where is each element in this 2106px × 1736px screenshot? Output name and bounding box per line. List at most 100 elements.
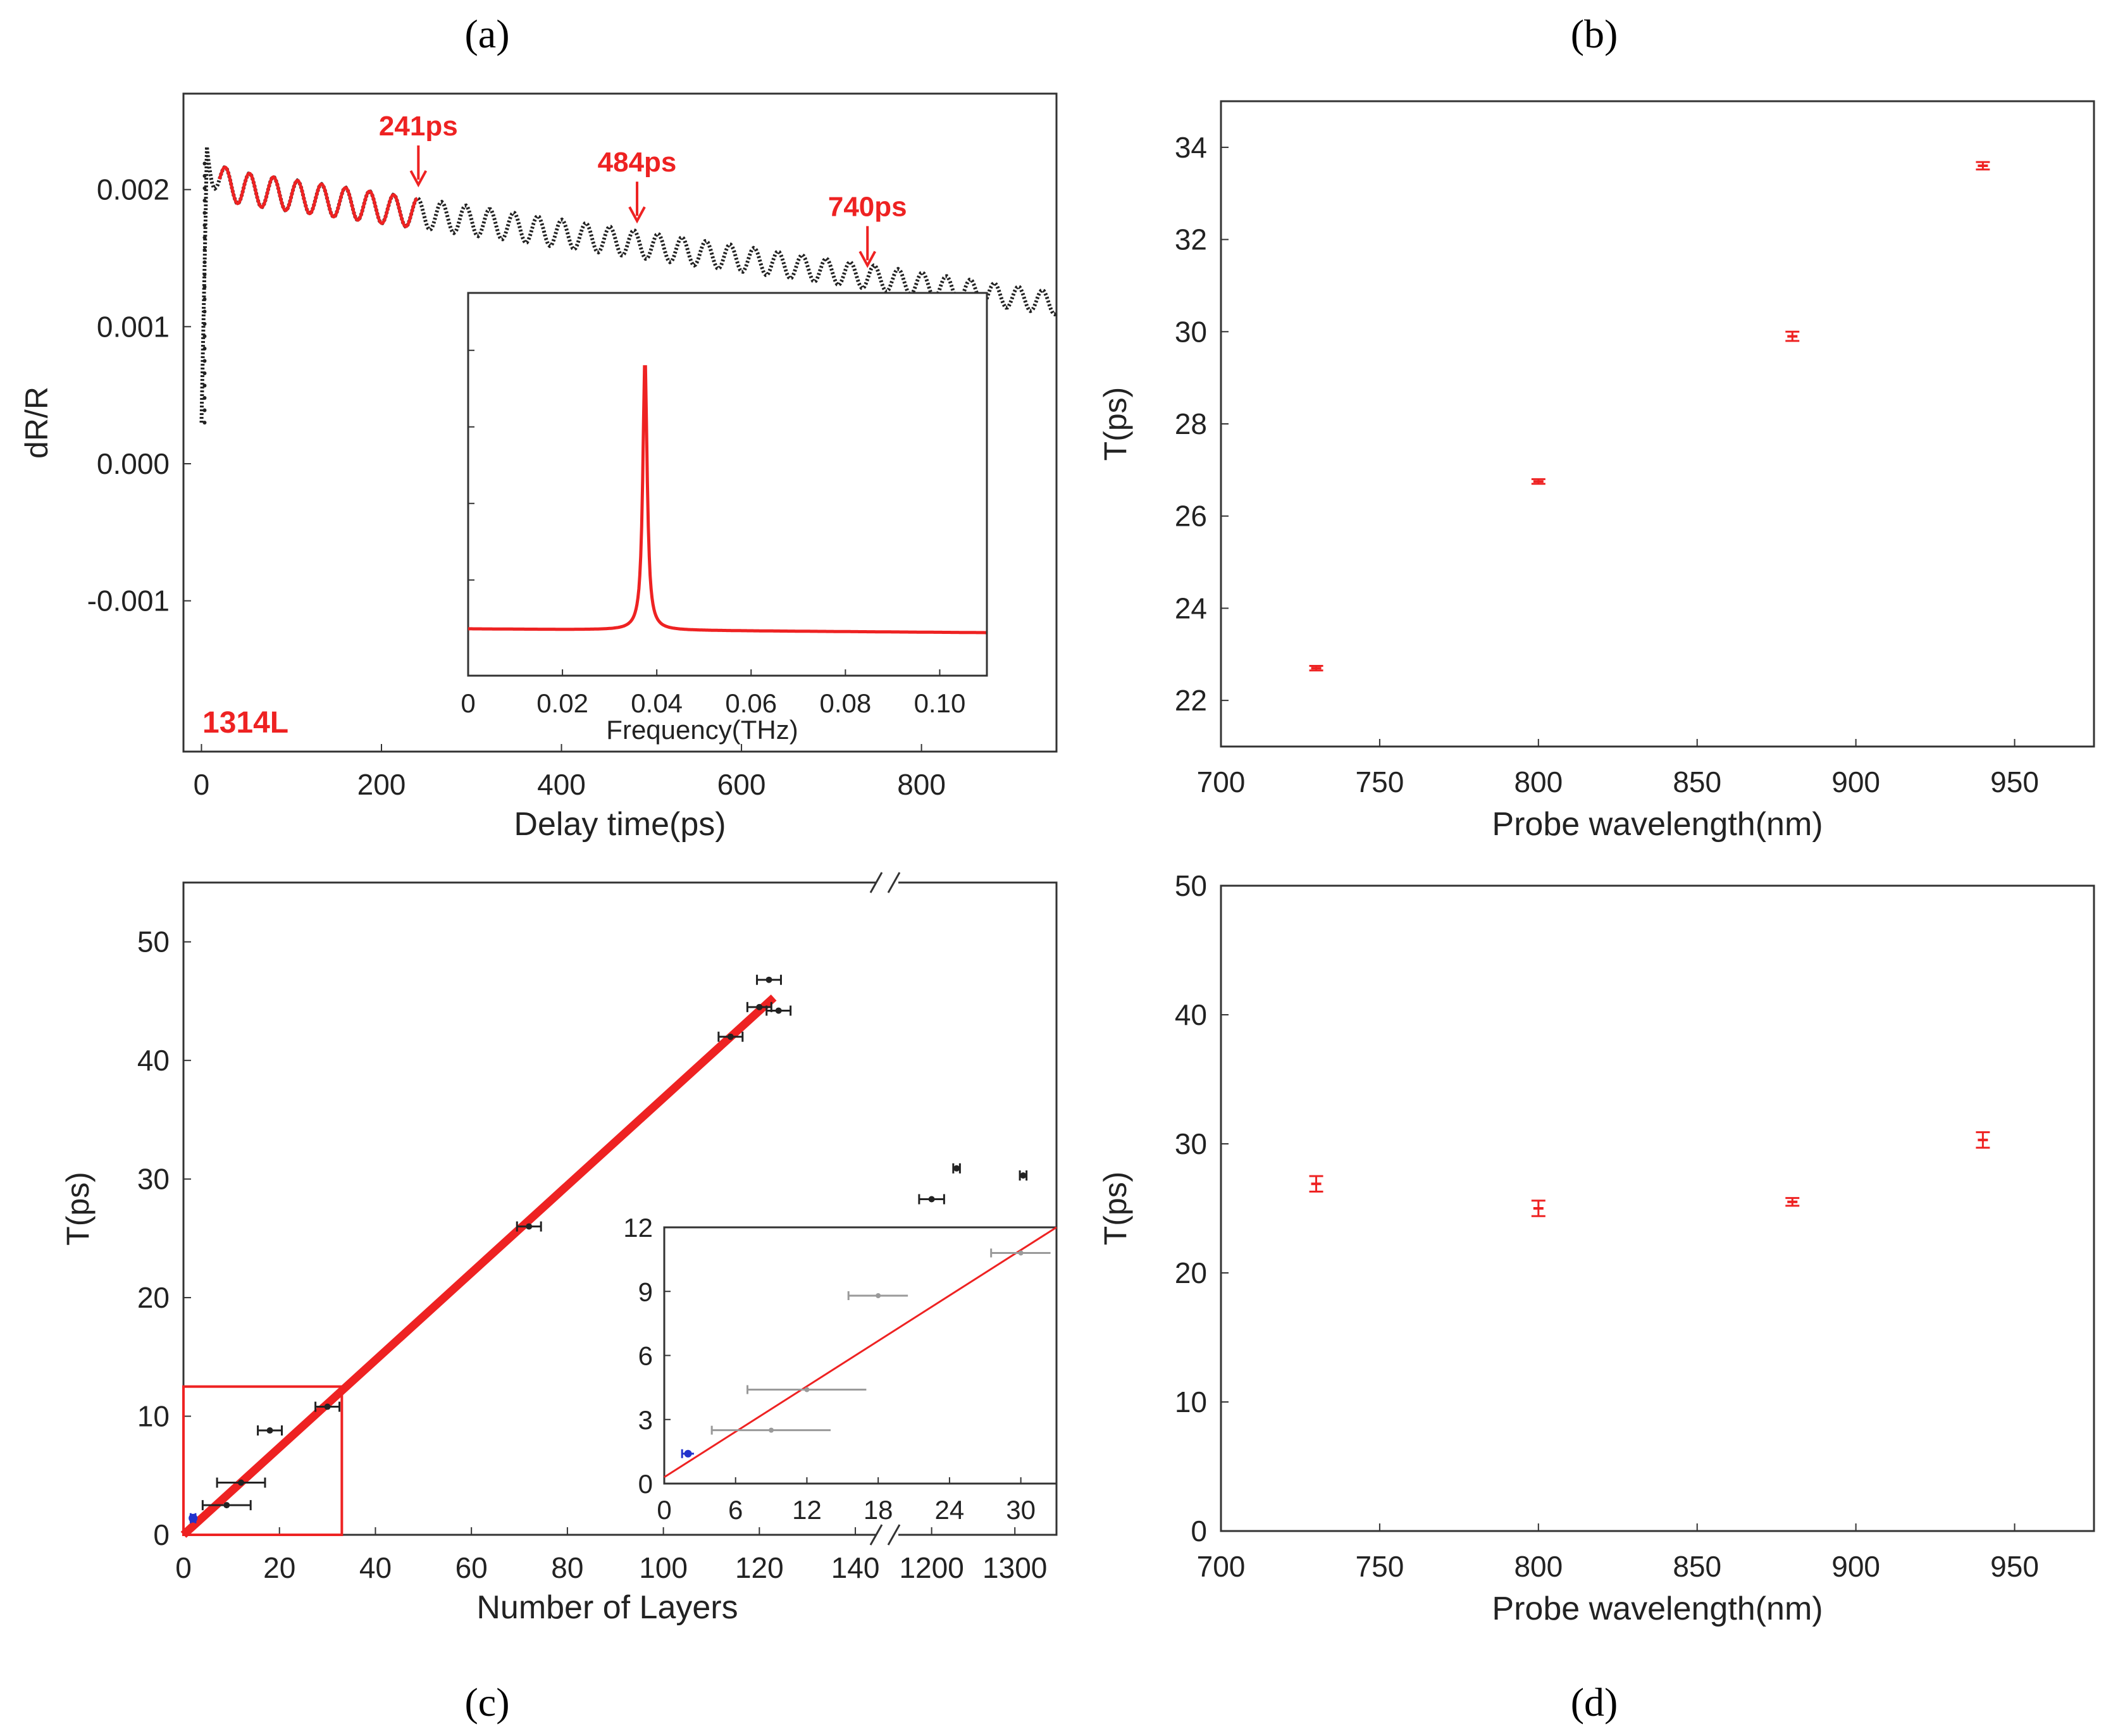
x-tick-label-c: 60: [455, 1551, 488, 1584]
chart-a: 0 200 400 600 800 0.002 0.001 0.000 -0.001 Delay …: [19, 92, 1058, 843]
y-tick-label-a: 0.001: [97, 310, 170, 343]
y-tick-label-c: 40: [137, 1044, 170, 1077]
sample-label: 1314L: [202, 706, 288, 740]
x-tick-label-c: 0: [175, 1551, 192, 1584]
inset-x-tick-label-c: 6: [728, 1495, 743, 1525]
inset-fit-line: [664, 1226, 1057, 1479]
panel-label-b: (b): [1571, 11, 1618, 56]
panel-label-a: (a): [464, 11, 509, 56]
data-point: [928, 1196, 935, 1203]
inset-data-point: [804, 1387, 810, 1392]
y-tick-label-a: 0.000: [97, 447, 170, 480]
plot-frame-d: [1220, 884, 2095, 1532]
rise-dot: [202, 211, 207, 215]
x-tick-label-b: 750: [1356, 766, 1404, 798]
inset-x-tick-label-a: 0.04: [631, 688, 683, 718]
data-point: [1020, 1172, 1027, 1179]
x-tick-label-a: 400: [537, 768, 586, 801]
y-tick-label-a: 0.002: [97, 173, 170, 206]
x-tick-label-c: 1200: [899, 1551, 963, 1584]
y-axis-label-d: T(ps): [1098, 1172, 1133, 1246]
inset-data-point: [1018, 1250, 1024, 1256]
series-measured: [199, 146, 1057, 423]
y-tick-label-c: 30: [137, 1163, 170, 1196]
data-point: [526, 1223, 533, 1230]
inset-x-tick-label-c: 12: [792, 1495, 822, 1525]
rise-dot: [202, 396, 207, 400]
rise-dot: [202, 408, 207, 412]
chart-b: 700 750 800 850 900 950 22 24 26 28 30 32 34 Probe wa…: [1098, 100, 2095, 843]
x-tick-label-b: 850: [1673, 766, 1721, 798]
inset-y-tick-label-c: 9: [638, 1277, 653, 1306]
y-tick-label-b: 24: [1175, 592, 1207, 624]
plot-frame-b: [1220, 100, 2095, 748]
y-tick-label-d: 0: [1191, 1515, 1207, 1547]
x-axis-label-b: Probe wavelength(nm): [1492, 806, 1823, 843]
y-tick-label-c: 0: [153, 1518, 170, 1551]
annotation-label: 241ps: [379, 111, 458, 142]
data-point: [953, 1165, 960, 1172]
inset-y-tick-label-c: 6: [638, 1341, 653, 1371]
inset-x-tick-label-a: 0: [461, 688, 475, 718]
y-tick-label-b: 26: [1175, 500, 1207, 533]
y-tick-label-b: 30: [1175, 315, 1207, 348]
chart-c: 0 20 40 60 80 100 120 140 1200 130001020304050Num…: [60, 872, 1058, 1626]
data-point: [223, 1502, 230, 1509]
y-axis-label-b: T(ps): [1098, 387, 1133, 461]
annotation-arrow-head: [409, 170, 428, 188]
x-tick-label-d: 750: [1356, 1550, 1404, 1583]
y-tick-label-d: 50: [1175, 869, 1207, 902]
x-tick-label-a: 600: [717, 768, 766, 801]
inset-y-tick-label-c: 0: [638, 1469, 653, 1499]
rise-dot: [202, 334, 207, 338]
inset-x-axis-label-a: Frequency(THz): [606, 715, 798, 745]
data-point: [775, 1007, 782, 1014]
x-tick-label-d: 900: [1831, 1550, 1880, 1583]
rise-dot: [202, 199, 207, 202]
inset-spectrum: [468, 365, 986, 635]
x-tick-label-c: 40: [359, 1551, 392, 1584]
x-axis-label-c: Number of Layers: [476, 1589, 738, 1626]
rise-dot: [202, 285, 207, 289]
rise-dot: [202, 161, 207, 166]
inset-data-point: [876, 1293, 881, 1298]
annotation-label: 484ps: [598, 147, 677, 178]
inset-x-tick-label-c: 30: [1006, 1495, 1036, 1525]
inset-x-tick-label-a: 0.06: [725, 688, 777, 718]
x-tick-label-b: 900: [1831, 766, 1880, 798]
x-tick-label-c: 80: [551, 1551, 583, 1584]
inset-y-tick-label-c: 12: [623, 1213, 653, 1243]
rise-dot: [202, 186, 207, 190]
rise-dot: [202, 260, 207, 264]
inset-x-tick-label-a: 0.02: [536, 688, 588, 718]
data-point: [266, 1427, 273, 1434]
plot-frame-c: [182, 881, 1058, 1536]
fit-line: [180, 995, 777, 1538]
rise-dot: [202, 421, 207, 425]
y-tick-label-b: 32: [1175, 223, 1207, 256]
x-tick-label-c: 140: [831, 1551, 880, 1584]
axis-break-mark: [869, 872, 883, 893]
annotation-arrow-head: [858, 251, 876, 268]
zoom-box: [182, 1385, 344, 1537]
data-point: [238, 1479, 245, 1486]
y-tick-label-c: 20: [137, 1281, 170, 1314]
y-axis-label-c: T(ps): [60, 1172, 96, 1246]
rise-dot: [202, 273, 207, 276]
axis-break-mark: [869, 1524, 883, 1546]
series-fit: [218, 165, 419, 228]
panel-label-c: (c): [464, 1680, 509, 1725]
rise-dot: [202, 371, 207, 375]
axis-break-mark: [887, 1524, 901, 1546]
x-tick-label-d: 800: [1514, 1550, 1563, 1583]
x-tick-label-b: 800: [1514, 766, 1563, 798]
data-point: [324, 1403, 331, 1410]
annotation-arrow-head: [628, 206, 646, 224]
inset-data-point: [769, 1427, 774, 1433]
inset-frame-a: [467, 292, 988, 677]
x-tick-label-a: 800: [897, 768, 946, 801]
data-point: [756, 1003, 763, 1010]
rise-dot: [202, 347, 207, 350]
inset-y-tick-label-c: 3: [638, 1405, 653, 1435]
